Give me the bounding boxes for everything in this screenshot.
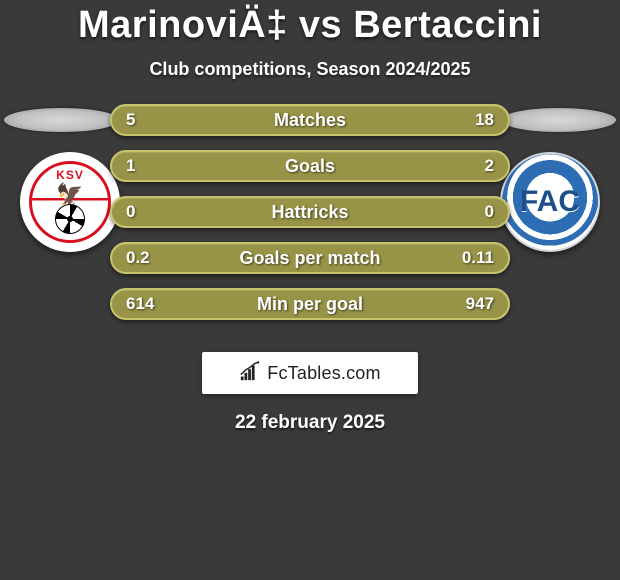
soccer-ball-icon (55, 204, 85, 234)
stat-label: Goals per match (112, 248, 508, 269)
stat-label: Hattricks (112, 202, 508, 223)
page-subtitle: Club competitions, Season 2024/2025 (0, 59, 620, 80)
team-badge-left: KSV 🦅 (20, 152, 120, 252)
brand-badge: FcTables.com (202, 352, 418, 394)
stat-bar: 518Matches (110, 104, 510, 136)
stat-bar: 12Goals (110, 150, 510, 182)
team-badge-left-label: KSV (56, 168, 84, 182)
comparison-bars: 518Matches 12Goals 00Hattricks 0.20.11Goals… (110, 104, 510, 334)
page-title: MarinoviÄ‡ vs Bertaccini (0, 4, 620, 47)
team-badge-right: FAC (500, 152, 600, 252)
footer: FcTables.com 22 february 2025 (202, 352, 418, 434)
shadow-ellipse-left (4, 108, 119, 132)
stat-label: Goals (112, 156, 508, 177)
stat-bar: 00Hattricks (110, 196, 510, 228)
stat-bar: 614947Min per goal (110, 288, 510, 320)
stat-label: Min per goal (112, 294, 508, 315)
team-badge-left-inner: KSV 🦅 (29, 161, 111, 243)
brand-text: FcTables.com (267, 363, 380, 384)
stat-bar: 0.20.11Goals per match (110, 242, 510, 274)
eagle-icon: 🦅 (56, 184, 83, 206)
date-text: 22 february 2025 (202, 412, 418, 434)
stat-label: Matches (112, 110, 508, 131)
header: MarinoviÄ‡ vs Bertaccini Club competitio… (0, 0, 620, 80)
bar-chart-icon (239, 360, 261, 387)
shadow-ellipse-right (501, 108, 616, 132)
team-badge-right-label: FAC (520, 185, 580, 219)
